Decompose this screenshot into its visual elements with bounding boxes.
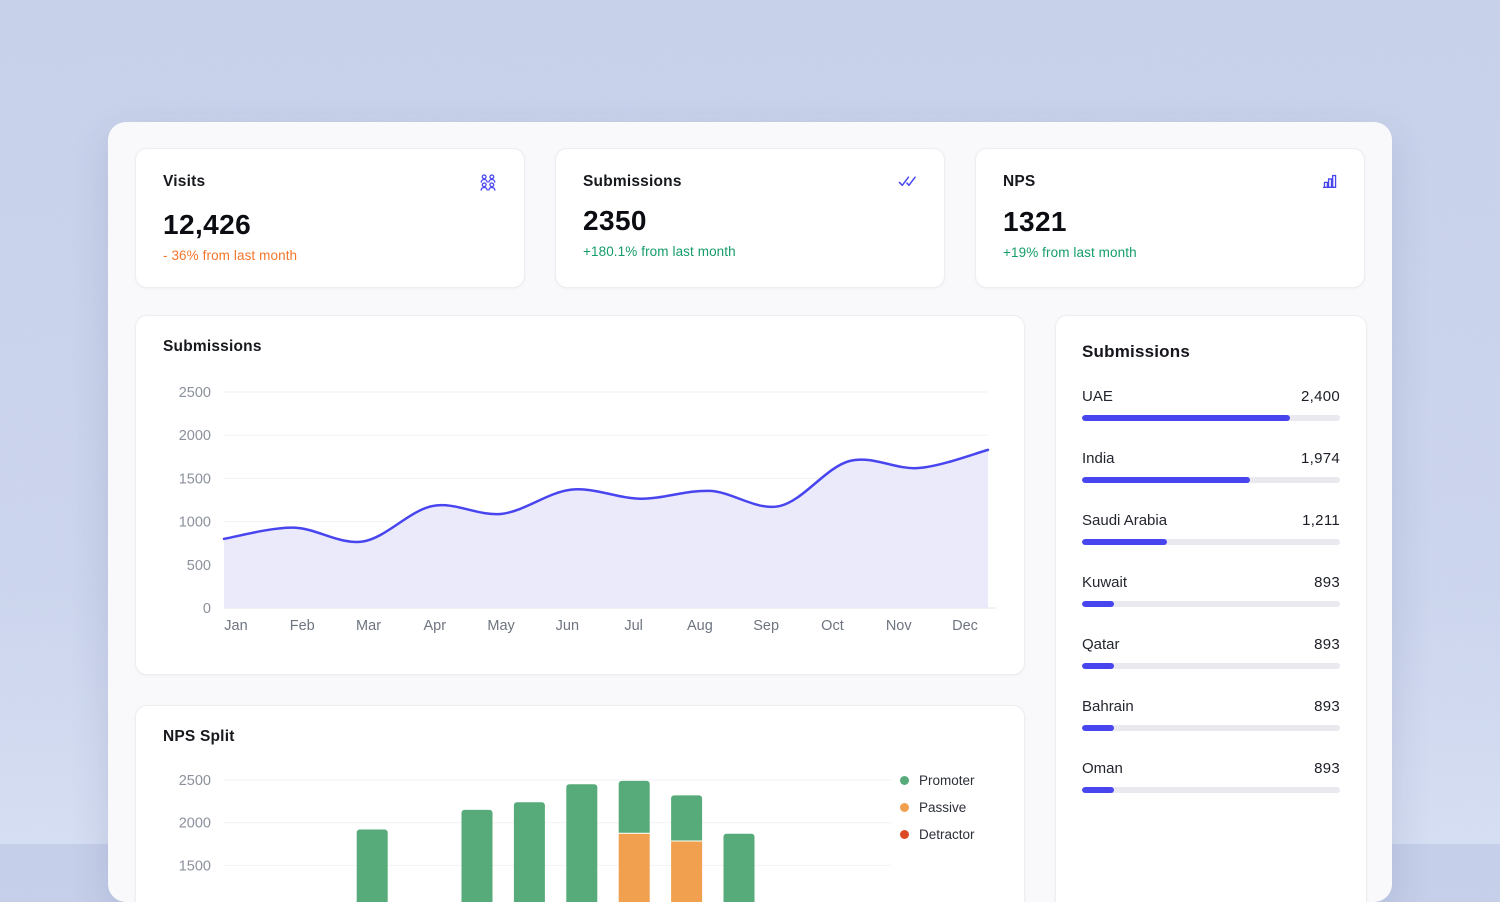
svg-text:2000: 2000 — [179, 428, 211, 444]
svg-text:Jul: Jul — [624, 618, 643, 634]
legend-item-detractor: Detractor — [900, 821, 975, 848]
svg-text:Dec: Dec — [952, 618, 978, 634]
country-progress-fill — [1082, 477, 1250, 483]
users-icon — [479, 174, 497, 196]
stat-card-visits: Visits 12,426 - 36% from last month — [135, 148, 525, 288]
country-progress-fill — [1082, 539, 1168, 545]
svg-text:Nov: Nov — [886, 618, 913, 634]
legend-item-passive: Passive — [900, 794, 975, 821]
country-value: 893 — [1314, 760, 1340, 777]
country-row: Qatar 893 — [1082, 636, 1340, 669]
country-label: India — [1082, 450, 1115, 467]
stat-delta: - 36% from last month — [163, 248, 298, 263]
svg-text:1500: 1500 — [179, 858, 211, 874]
country-label: Saudi Arabia — [1082, 512, 1168, 529]
svg-text:0: 0 — [203, 601, 211, 617]
country-label: UAE — [1082, 388, 1113, 405]
stat-delta: +180.1% from last month — [583, 244, 736, 259]
svg-text:Sep: Sep — [753, 618, 779, 634]
country-label: Qatar — [1082, 636, 1120, 653]
country-progress-track — [1082, 663, 1340, 669]
stat-card-submissions: Submissions 2350 +180.1% from last month — [555, 148, 945, 288]
country-progress-track — [1082, 539, 1340, 545]
svg-text:Jan: Jan — [224, 618, 247, 634]
country-row: India 1,974 — [1082, 450, 1340, 483]
country-progress-fill — [1082, 725, 1115, 731]
stat-card-nps: NPS 1321 +19% from last month — [975, 148, 1365, 288]
country-row: UAE 2,400 — [1082, 388, 1340, 421]
svg-text:May: May — [487, 618, 515, 634]
legend-dot-icon — [900, 776, 909, 785]
country-progress-fill — [1082, 787, 1115, 793]
stat-title: Submissions — [583, 173, 682, 190]
chart-title: Submissions — [163, 338, 262, 355]
country-value: 893 — [1314, 698, 1340, 715]
country-progress-fill — [1082, 415, 1290, 421]
country-progress-track — [1082, 787, 1340, 793]
nps-legend: Promoter Passive Detractor — [900, 767, 975, 848]
dashboard-panel: Visits 12,426 - 36% from last month Subm… — [108, 122, 1392, 902]
country-label: Kuwait — [1082, 574, 1128, 591]
stat-title: Visits — [163, 173, 206, 190]
submissions-trend-chart: 0 500 1000 1500 2000 2500 Jan Feb Mar Apr May Jun Ju… — [179, 385, 996, 634]
svg-text:500: 500 — [187, 558, 211, 574]
country-row: Oman 893 — [1082, 760, 1340, 793]
svg-text:Mar: Mar — [356, 618, 381, 634]
legend-item-promoter: Promoter — [900, 767, 975, 794]
country-label: Bahrain — [1082, 698, 1134, 715]
country-value: 893 — [1314, 574, 1340, 591]
submissions-trend-card: Submissions 0 500 1000 1500 2000 2500 Jan Feb Ma… — [135, 315, 1025, 675]
country-progress-track — [1082, 477, 1340, 483]
legend-dot-icon — [900, 830, 909, 839]
country-progress-track — [1082, 601, 1340, 607]
svg-text:1500: 1500 — [179, 471, 211, 487]
stat-value: 2350 — [583, 205, 647, 236]
double-check-icon — [898, 174, 917, 192]
country-progress-fill — [1082, 663, 1115, 669]
stat-value: 1321 — [1003, 206, 1067, 237]
country-value: 1,974 — [1300, 450, 1340, 467]
svg-text:2500: 2500 — [179, 385, 211, 401]
country-progress-track — [1082, 415, 1340, 421]
legend-label: Passive — [919, 800, 967, 815]
svg-text:1000: 1000 — [179, 515, 211, 531]
svg-text:Feb: Feb — [290, 618, 315, 634]
country-value: 2,400 — [1300, 388, 1340, 405]
legend-label: Detractor — [919, 827, 975, 842]
svg-text:2500: 2500 — [179, 773, 211, 789]
bar-chart-icon — [1322, 174, 1337, 193]
country-progress-track — [1082, 725, 1340, 731]
country-panel-title: Submissions — [1082, 342, 1191, 361]
country-row: Saudi Arabia 1,211 — [1082, 512, 1340, 545]
country-rows: UAE 2,400 India 1,974 Saudi Arabia 1,211 Kuwai… — [1082, 388, 1340, 793]
country-value: 1,211 — [1302, 512, 1340, 529]
country-progress-fill — [1082, 601, 1115, 607]
svg-text:Oct: Oct — [821, 618, 844, 634]
legend-dot-icon — [900, 803, 909, 812]
stat-delta: +19% from last month — [1003, 245, 1137, 260]
country-row: Kuwait 893 — [1082, 574, 1340, 607]
svg-text:Aug: Aug — [687, 618, 713, 634]
legend-label: Promoter — [919, 773, 975, 788]
stat-title: NPS — [1003, 173, 1036, 190]
svg-text:2000: 2000 — [179, 816, 211, 832]
country-row: Bahrain 893 — [1082, 698, 1340, 731]
stat-value: 12,426 — [163, 209, 252, 240]
svg-text:Jun: Jun — [556, 618, 579, 634]
country-value: 893 — [1314, 636, 1340, 653]
submissions-by-country-card: Submissions UAE 2,400 India 1,974 Saudi Arab… — [1055, 315, 1367, 902]
chart-title: NPS Split — [163, 728, 235, 745]
country-label: Oman — [1082, 760, 1123, 777]
svg-text:Apr: Apr — [424, 618, 447, 634]
